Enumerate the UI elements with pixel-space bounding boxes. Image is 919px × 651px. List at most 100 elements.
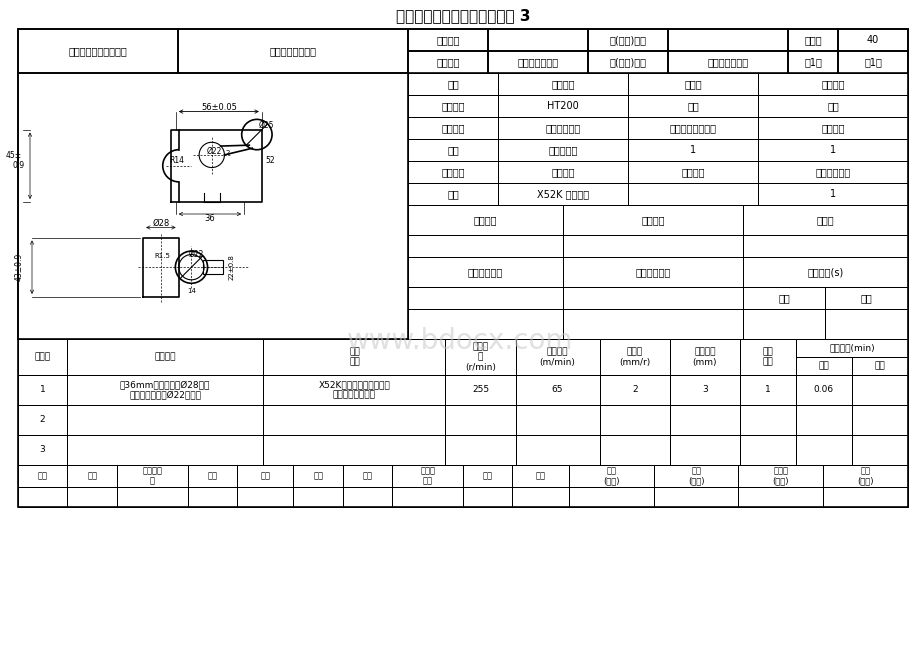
Text: 郑州航空工业管理学院: 郑州航空工业管理学院 — [69, 46, 127, 56]
Text: 更改文
件号: 更改文 件号 — [420, 466, 435, 486]
Text: R14: R14 — [169, 156, 184, 165]
Text: R1.5: R1.5 — [154, 253, 170, 259]
Bar — [407, 183, 497, 205]
Bar — [562, 257, 743, 287]
Text: 标记: 标记 — [38, 471, 48, 480]
Text: 3: 3 — [40, 445, 45, 454]
Text: 40: 40 — [866, 35, 879, 45]
Text: 会签
(日期): 会签 (日期) — [857, 466, 873, 486]
Text: 第1页: 第1页 — [863, 57, 881, 67]
Text: 每台件数: 每台件数 — [821, 123, 844, 133]
Text: 签字: 签字 — [482, 471, 493, 480]
Bar — [497, 161, 628, 183]
Bar — [487, 51, 587, 73]
Bar — [497, 95, 628, 117]
Text: 主轴转
速
(r/min): 主轴转 速 (r/min) — [465, 342, 495, 372]
Bar — [407, 287, 562, 309]
Text: 机械加工工序卡片: 机械加工工序卡片 — [269, 46, 316, 56]
Text: 产品型号: 产品型号 — [436, 35, 460, 45]
Bar — [515, 339, 599, 375]
Text: 工序内容: 工序内容 — [821, 79, 844, 89]
Text: 铣床: 铣床 — [447, 189, 459, 199]
Text: 56±0.05: 56±0.05 — [200, 103, 236, 112]
Text: 铸件: 铸件 — [447, 145, 459, 155]
Text: 标记: 标记 — [312, 471, 323, 480]
Bar — [18, 487, 67, 507]
Bar — [757, 161, 907, 183]
Text: Ø22: Ø22 — [188, 250, 204, 259]
Bar — [18, 465, 67, 487]
Text: 工步号: 工步号 — [34, 352, 51, 361]
Text: HT200: HT200 — [547, 101, 578, 111]
Bar — [743, 257, 907, 287]
Bar — [293, 487, 343, 507]
Text: 43±0.9: 43±0.9 — [15, 253, 24, 281]
Text: 2: 2 — [40, 415, 45, 424]
Text: Ø22: Ø22 — [207, 146, 222, 156]
Bar — [599, 339, 669, 375]
Bar — [187, 487, 237, 507]
Text: 日期: 日期 — [535, 471, 545, 480]
Bar — [669, 339, 739, 375]
Bar — [628, 117, 757, 139]
Text: 设计
(日期): 设计 (日期) — [603, 466, 618, 486]
Bar — [795, 357, 851, 375]
Text: 1: 1 — [764, 385, 770, 395]
Bar — [738, 487, 823, 507]
Text: 处数: 处数 — [362, 471, 372, 480]
Bar — [117, 487, 187, 507]
Bar — [462, 465, 512, 487]
Bar — [795, 405, 851, 435]
Bar — [743, 309, 824, 339]
Text: 工序工时(s): 工序工时(s) — [807, 267, 843, 277]
Text: 单件: 单件 — [859, 293, 871, 303]
Bar — [599, 405, 669, 435]
Bar — [487, 29, 587, 51]
Bar — [568, 465, 653, 487]
Bar — [445, 339, 515, 375]
Bar — [462, 487, 512, 507]
Bar — [599, 435, 669, 465]
Bar — [599, 375, 669, 405]
Bar — [515, 375, 599, 405]
Bar — [117, 465, 187, 487]
Text: 毛坯外形尺寸: 毛坯外形尺寸 — [545, 123, 580, 133]
Text: 设备名称: 设备名称 — [441, 167, 464, 177]
Text: 铣削车间: 铣削车间 — [441, 101, 464, 111]
Text: 审核
(日期): 审核 (日期) — [687, 466, 704, 486]
Bar — [788, 29, 837, 51]
Text: 工序号: 工序号 — [803, 35, 821, 45]
Bar — [67, 405, 263, 435]
Bar — [67, 465, 117, 487]
Bar — [407, 117, 497, 139]
Bar — [515, 405, 599, 435]
Text: 52: 52 — [265, 156, 275, 165]
Text: 45±: 45± — [6, 151, 22, 160]
Text: 切削液: 切削液 — [816, 215, 834, 225]
Text: 辅助: 辅助 — [874, 361, 884, 370]
Bar — [788, 51, 837, 73]
Bar — [263, 435, 445, 465]
Bar — [445, 405, 515, 435]
Text: 1: 1 — [829, 145, 835, 155]
Text: 工步工时(min): 工步工时(min) — [828, 344, 874, 352]
Text: 零(部件)名称: 零(部件)名称 — [608, 57, 646, 67]
Text: 产品名称: 产品名称 — [436, 57, 460, 67]
Bar — [407, 139, 497, 161]
Text: 详见毛坯图: 详见毛坯图 — [548, 145, 577, 155]
Bar — [512, 487, 568, 507]
Text: Ø28: Ø28 — [152, 219, 169, 228]
Bar — [497, 73, 628, 95]
Bar — [587, 51, 667, 73]
Text: 22±0.8: 22±0.8 — [228, 255, 234, 280]
Text: 车间: 车间 — [447, 79, 459, 89]
Bar — [667, 51, 788, 73]
Bar — [653, 487, 738, 507]
Bar — [512, 465, 568, 487]
Bar — [669, 375, 739, 405]
Text: 1: 1 — [689, 145, 696, 155]
Bar — [497, 117, 628, 139]
Bar — [669, 435, 739, 465]
Bar — [67, 487, 117, 507]
Bar — [497, 183, 628, 205]
